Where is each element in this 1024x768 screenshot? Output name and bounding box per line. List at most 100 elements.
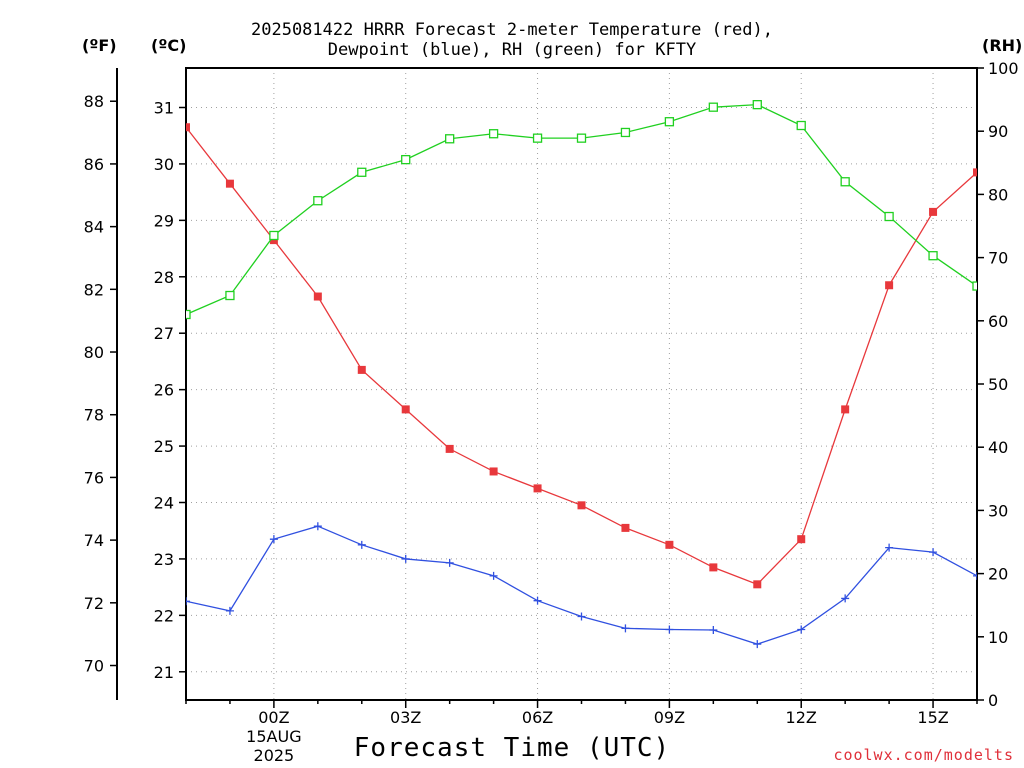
temperature-point bbox=[225, 179, 234, 188]
temperature-point bbox=[357, 365, 366, 374]
rh-axis-unit: (RH) bbox=[982, 36, 1023, 55]
temperature-point bbox=[577, 501, 586, 510]
dewpoint-point bbox=[709, 626, 718, 635]
celsius-axis-unit: (ºC) bbox=[151, 36, 187, 55]
rh-point bbox=[576, 133, 587, 143]
temperature-series bbox=[186, 123, 977, 589]
celsius-tick-label: 30 bbox=[154, 155, 174, 174]
dewpoint-point bbox=[665, 625, 674, 634]
dewpoint-point bbox=[225, 606, 234, 615]
rh-point bbox=[972, 281, 977, 291]
rh-point bbox=[752, 100, 762, 110]
temperature-point bbox=[973, 168, 977, 177]
rh-point bbox=[796, 120, 806, 131]
rh-point bbox=[357, 167, 367, 177]
temperature-point bbox=[665, 540, 674, 549]
fahrenheit-tick-label: 84 bbox=[84, 218, 104, 237]
x-date-label: 2025 bbox=[254, 746, 295, 765]
rh-point bbox=[620, 127, 631, 138]
fahrenheit-tick-label: 74 bbox=[84, 531, 104, 550]
rh-tick-label: 50 bbox=[988, 375, 1008, 394]
celsius-tick-label: 22 bbox=[154, 606, 174, 625]
temperature-point bbox=[401, 405, 410, 414]
celsius-tick-label: 31 bbox=[154, 99, 174, 118]
celsius-tick-label: 24 bbox=[154, 494, 174, 513]
temperature-point bbox=[753, 580, 762, 589]
celsius-tick-label: 29 bbox=[154, 211, 174, 230]
source-credit: coolwx.com/modelts bbox=[833, 746, 1014, 764]
temperature-point bbox=[797, 535, 806, 544]
celsius-tick-label: 27 bbox=[154, 324, 174, 343]
x-tick-label: 12Z bbox=[786, 708, 817, 727]
rh-tick-label: 0 bbox=[988, 691, 998, 710]
rh-point bbox=[488, 129, 499, 139]
x-date-label: 15AUG bbox=[246, 727, 301, 746]
fahrenheit-tick-label: 72 bbox=[84, 594, 104, 613]
fahrenheit-tick-label: 80 bbox=[84, 343, 104, 362]
dewpoint-series bbox=[186, 522, 977, 649]
rh-tick-label: 100 bbox=[988, 59, 1019, 78]
rh-point bbox=[313, 196, 323, 206]
temperature-point bbox=[709, 563, 718, 572]
rh-tick-label: 70 bbox=[988, 249, 1008, 268]
temperature-point bbox=[313, 292, 322, 301]
temperature-line bbox=[186, 126, 977, 586]
dewpoint-point bbox=[885, 543, 894, 552]
chart-title-line-1: 2025081422 HRRR Forecast 2-meter Tempera… bbox=[251, 20, 773, 40]
dewpoint-point bbox=[797, 625, 806, 634]
rh-point bbox=[401, 154, 411, 165]
temperature-point bbox=[929, 207, 938, 216]
rh-point bbox=[445, 134, 455, 144]
rh-tick-label: 10 bbox=[988, 628, 1008, 647]
dewpoint-point bbox=[401, 554, 410, 563]
dewpoint-point bbox=[621, 624, 630, 633]
rh-series bbox=[186, 100, 977, 320]
x-tick-label: 00Z bbox=[258, 708, 289, 727]
celsius-tick-label: 28 bbox=[154, 268, 174, 287]
dewpoint-point bbox=[489, 571, 498, 580]
dewpoint-point bbox=[753, 640, 762, 649]
celsius-tick-label: 26 bbox=[154, 381, 174, 400]
rh-tick-label: 90 bbox=[988, 122, 1008, 141]
dewpoint-point bbox=[577, 612, 586, 621]
fahrenheit-tick-label: 86 bbox=[84, 155, 104, 174]
plot-frame bbox=[185, 67, 978, 701]
dewpoint-point bbox=[269, 535, 278, 544]
rh-tick-label: 20 bbox=[988, 565, 1008, 584]
temperature-point bbox=[445, 444, 454, 453]
dewpoint-point bbox=[841, 594, 850, 603]
rh-point bbox=[884, 211, 894, 222]
x-axis-label: Forecast Time (UTC) bbox=[353, 733, 671, 763]
rh-point bbox=[840, 177, 850, 187]
x-tick-label: 06Z bbox=[522, 708, 553, 727]
dewpoint-point bbox=[357, 540, 366, 549]
fahrenheit-tick-label: 76 bbox=[84, 468, 104, 487]
dewpoint-point bbox=[313, 522, 322, 531]
temperature-point bbox=[533, 484, 542, 493]
temperature-point bbox=[489, 467, 498, 476]
rh-tick-label: 30 bbox=[988, 501, 1008, 520]
temperature-point bbox=[186, 123, 190, 132]
chart-title-line-2: Dewpoint (blue), RH (green) for KFTY bbox=[327, 40, 697, 60]
rh-point bbox=[532, 133, 543, 143]
x-tick-label: 15Z bbox=[917, 708, 948, 727]
fahrenheit-tick-label: 70 bbox=[84, 657, 104, 676]
dewpoint-point bbox=[445, 558, 454, 567]
dewpoint-point bbox=[533, 596, 542, 605]
temperature-point bbox=[621, 523, 630, 532]
rh-point bbox=[928, 251, 938, 261]
dewpoint-point bbox=[929, 548, 938, 557]
dewpoint-point bbox=[186, 597, 190, 606]
fahrenheit-tick-label: 82 bbox=[84, 280, 104, 299]
rh-point bbox=[708, 102, 718, 112]
fahrenheit-tick-label: 78 bbox=[84, 406, 104, 425]
temperature-point bbox=[841, 405, 850, 414]
dewpoint-point bbox=[973, 571, 977, 580]
fahrenheit-axis-unit: (ºF) bbox=[82, 36, 117, 55]
temperature-point bbox=[885, 281, 894, 290]
x-tick-label: 09Z bbox=[654, 708, 685, 727]
rh-tick-label: 40 bbox=[988, 438, 1008, 457]
rh-tick-label: 80 bbox=[988, 185, 1008, 204]
dewpoint-line bbox=[186, 525, 977, 645]
